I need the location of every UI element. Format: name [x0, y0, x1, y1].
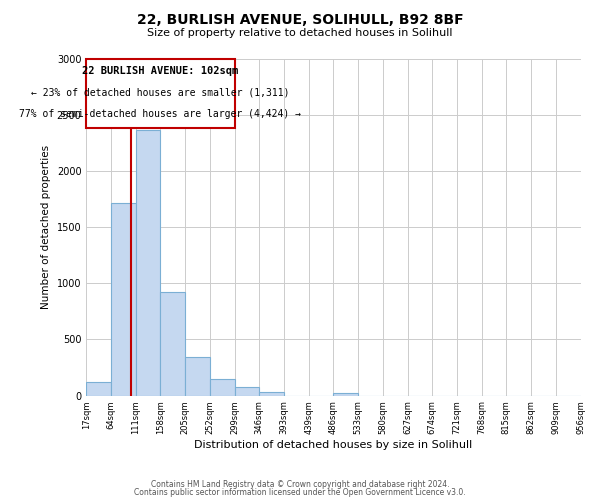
Bar — [136, 130, 160, 396]
Bar — [111, 202, 136, 396]
Text: 77% of semi-detached houses are larger (4,424) →: 77% of semi-detached houses are larger (… — [19, 109, 301, 119]
Text: Size of property relative to detached houses in Solihull: Size of property relative to detached ho… — [147, 28, 453, 38]
Text: 22 BURLISH AVENUE: 102sqm: 22 BURLISH AVENUE: 102sqm — [82, 66, 239, 76]
Bar — [235, 387, 259, 396]
Text: 22, BURLISH AVENUE, SOLIHULL, B92 8BF: 22, BURLISH AVENUE, SOLIHULL, B92 8BF — [137, 12, 463, 26]
Y-axis label: Number of detached properties: Number of detached properties — [41, 145, 51, 310]
Text: Contains HM Land Registry data © Crown copyright and database right 2024.: Contains HM Land Registry data © Crown c… — [151, 480, 449, 489]
Bar — [259, 392, 284, 396]
Text: Contains public sector information licensed under the Open Government Licence v3: Contains public sector information licen… — [134, 488, 466, 497]
Bar — [210, 379, 235, 396]
Bar — [185, 358, 210, 396]
Bar — [86, 59, 235, 128]
Bar — [160, 292, 185, 396]
Bar — [334, 394, 358, 396]
Text: ← 23% of detached houses are smaller (1,311): ← 23% of detached houses are smaller (1,… — [31, 87, 290, 97]
Bar — [86, 382, 111, 396]
X-axis label: Distribution of detached houses by size in Solihull: Distribution of detached houses by size … — [194, 440, 473, 450]
